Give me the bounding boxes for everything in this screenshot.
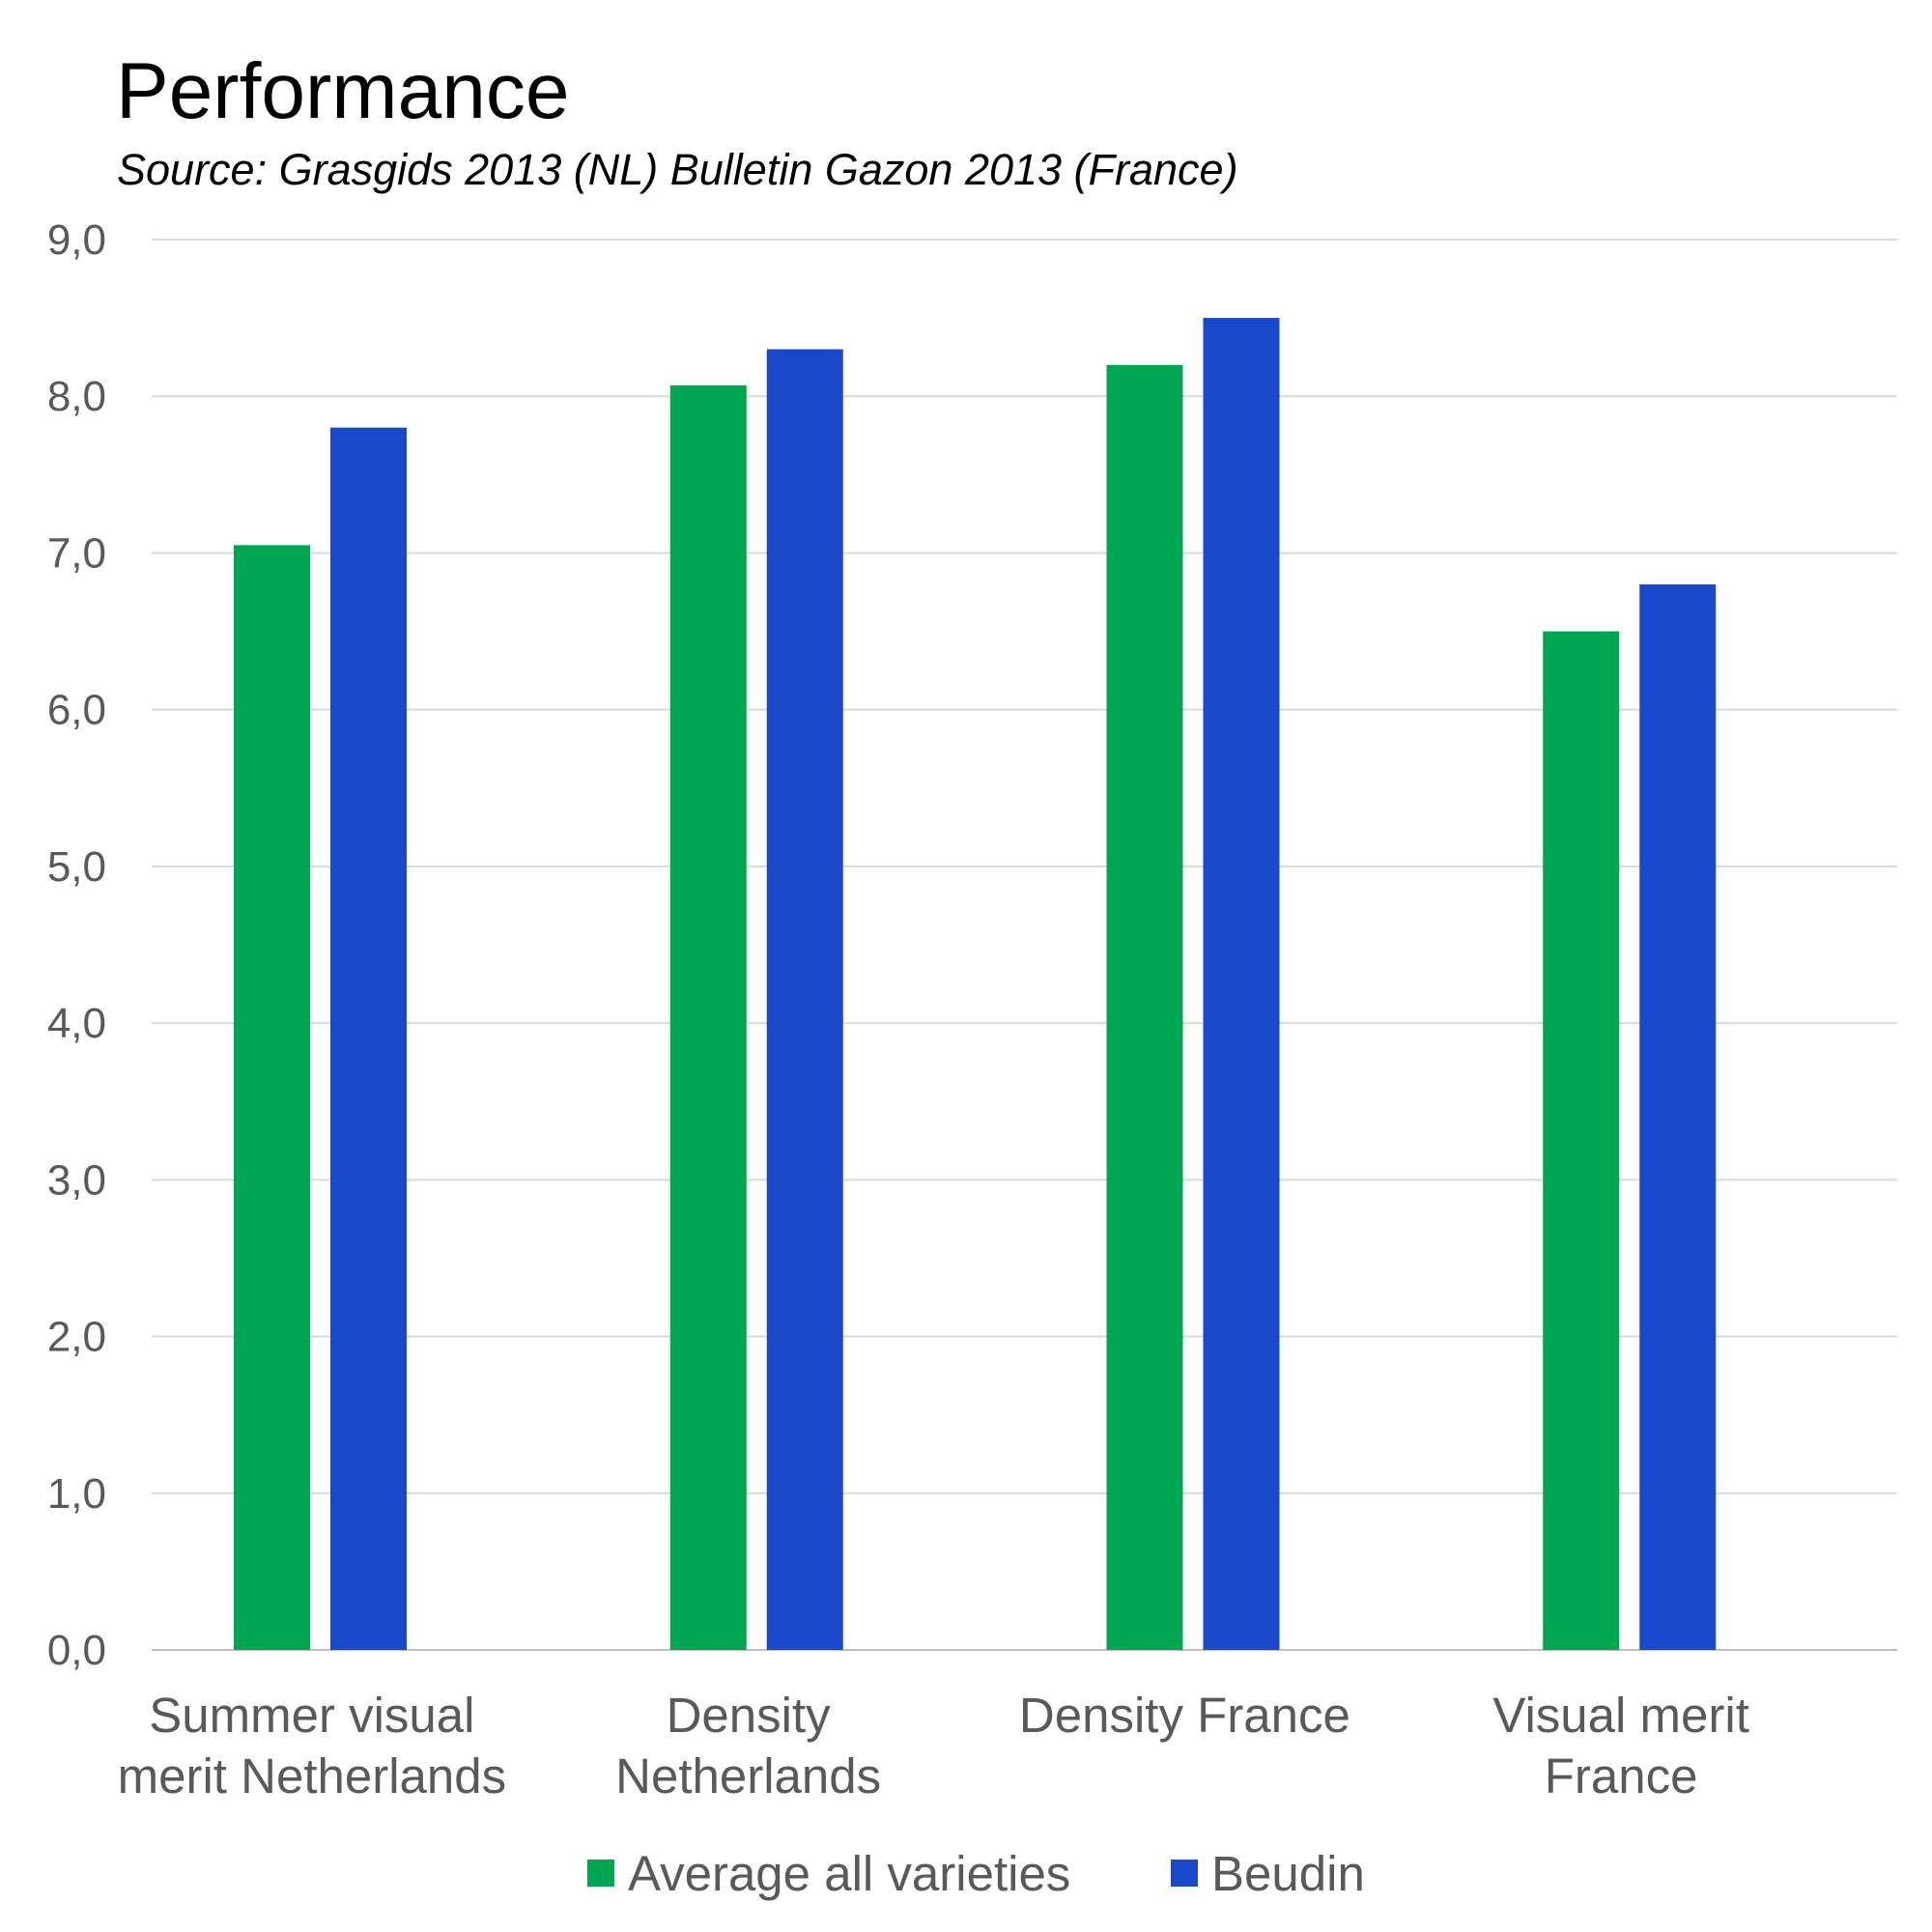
legend-swatch [1171,1860,1198,1887]
x-category-label: merit Netherlands [118,1748,507,1804]
y-tick-label: 1,0 [47,1470,106,1518]
legend-swatch [587,1860,614,1887]
x-category-label: Density [667,1688,832,1743]
y-tick-label: 7,0 [47,529,106,577]
bar-average [1543,631,1620,1650]
x-category-label: Visual merit [1492,1688,1748,1743]
chart-subtitle: Source: Grasgids 2013 (NL) Bulletin Gazo… [117,145,1238,194]
bar-beudin [1639,583,1717,1650]
legend-label: Average all varieties [628,1846,1070,1901]
bar-average [669,384,747,1650]
y-tick-label: 3,0 [47,1156,106,1204]
y-tick-label: 8,0 [47,373,106,420]
x-category-label: Summer visual [149,1688,474,1743]
x-category-label: France [1545,1748,1698,1804]
chart-title: Performance [116,47,570,135]
y-tick-label: 4,0 [47,1000,106,1047]
y-tick-label: 5,0 [47,843,106,891]
y-tick-label: 9,0 [47,216,106,264]
y-tick-label: 2,0 [47,1314,106,1361]
bar-beudin [1203,318,1280,1651]
x-category-label: Density France [1019,1688,1350,1743]
legend-label: Beudin [1211,1846,1365,1901]
bar-average [234,545,310,1651]
y-tick-label: 0,0 [47,1627,106,1674]
bar-beudin [330,427,407,1651]
bar-beudin [766,349,843,1650]
x-category-label: Netherlands [615,1748,881,1804]
bar-average [1106,364,1183,1650]
y-tick-label: 6,0 [47,687,106,734]
